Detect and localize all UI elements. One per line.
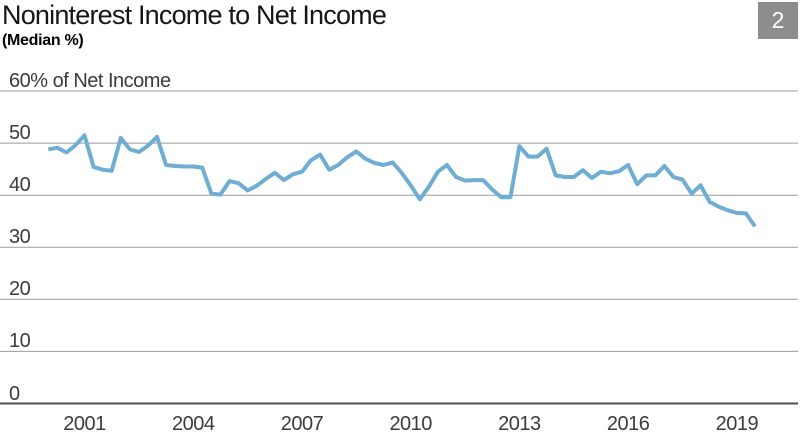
figure-number-label: 2 — [771, 7, 785, 33]
x-tick-label-2004: 2004 — [172, 413, 215, 435]
x-tick-label-2010: 2010 — [389, 413, 432, 435]
x-tick-label-2013: 2013 — [498, 413, 541, 435]
chart-title: Noninterest Income to Net Income — [2, 0, 387, 30]
top-axis-label: 60% of Net Income — [9, 70, 171, 93]
median-line-series — [47, 133, 757, 228]
gridlines — [0, 90, 798, 405]
y-tick-label-0: 0 — [9, 382, 20, 405]
y-tick-label-50: 50 — [9, 122, 31, 145]
x-tick-label-2016: 2016 — [606, 413, 650, 435]
y-tick-label-40: 40 — [9, 174, 31, 197]
chart-subtitle: (Median %) — [2, 32, 84, 49]
x-tick-label-2001: 2001 — [63, 413, 106, 435]
figure-number-badge: 2 — [758, 2, 798, 39]
y-tick-label-20: 20 — [9, 278, 31, 301]
x-tick-label-2007: 2007 — [280, 413, 324, 435]
y-tick-label-30: 30 — [9, 226, 31, 249]
y-tick-label-10: 10 — [9, 330, 31, 353]
x-tick-label-2019: 2019 — [715, 413, 759, 435]
